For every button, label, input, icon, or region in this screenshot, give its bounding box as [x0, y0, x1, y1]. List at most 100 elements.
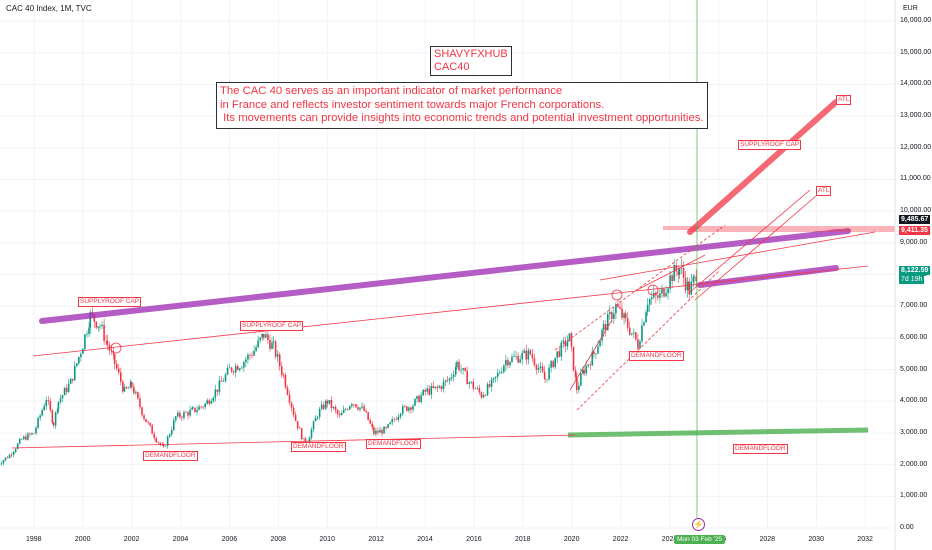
candle-body [73, 365, 76, 381]
candle-body [322, 404, 325, 409]
time-tick-label: 2030 [808, 536, 824, 543]
candle-body [558, 351, 561, 357]
atl-projection-thick[interactable] [687, 99, 839, 235]
candle-body [271, 342, 273, 349]
highlight-circle[interactable] [110, 342, 122, 354]
channel-lower[interactable] [576, 269, 721, 411]
candle-body [241, 367, 243, 369]
candle-body [18, 438, 21, 444]
candle-body [187, 412, 189, 416]
candle-body [206, 400, 208, 404]
candle-body [302, 438, 305, 440]
price-tick-label: 4,000.00 [900, 397, 928, 405]
demand-tag[interactable]: DEMANDFLOOR [366, 439, 421, 449]
atl-projection-thin[interactable] [694, 195, 817, 301]
candle-body [613, 313, 615, 319]
candle-body [574, 370, 577, 378]
candle-body [49, 401, 52, 411]
candle-body [410, 407, 412, 410]
candle-body [265, 334, 267, 338]
candle-body [513, 356, 515, 357]
demand-tag[interactable]: DEMANDFLOOR [143, 451, 198, 461]
candle-body [593, 351, 595, 355]
brand-box[interactable]: SHAVYFXHUB CAC40 [430, 46, 512, 76]
time-tick-label: 2014 [417, 536, 433, 543]
highlight-circle[interactable] [647, 284, 659, 296]
candle-body [418, 395, 420, 403]
atl-tag[interactable]: ATL [816, 186, 832, 196]
long-support-line[interactable] [11, 434, 576, 449]
candle-body [170, 430, 173, 435]
price-tick-label: 14,000.00 [900, 80, 932, 88]
candle-body [340, 412, 343, 416]
candle-body [367, 412, 369, 421]
atl-tag[interactable]: ATL [836, 95, 852, 105]
mid-trend-line[interactable] [32, 265, 869, 357]
time-tick-label: 2024 [661, 536, 678, 543]
candle-body [179, 412, 181, 417]
candle-body [637, 339, 639, 349]
candle-body [183, 412, 185, 418]
candle-body [47, 400, 50, 402]
highlight-circle[interactable] [611, 289, 623, 301]
candle-body [8, 454, 11, 459]
note-box[interactable]: The CAC 40 serves as an important indica… [216, 82, 708, 129]
candle-body [680, 267, 683, 269]
candle-body [426, 388, 429, 392]
candle-body [430, 386, 433, 395]
candle-body [25, 436, 27, 440]
demand-tag[interactable]: DEMANDFLOOR [291, 442, 346, 452]
upper-trend-line[interactable] [599, 231, 876, 281]
candle-body [397, 416, 400, 420]
candle-body [575, 377, 578, 391]
candle-body [4, 457, 7, 461]
demand-tag[interactable]: DEMANDFLOOR [629, 351, 684, 361]
demand-tag[interactable]: DEMANDFLOOR [733, 444, 788, 454]
price-tick-label: 12,000.00 [900, 143, 932, 151]
candle-body [298, 428, 301, 429]
candle-body [139, 398, 141, 408]
candle-body [232, 371, 235, 373]
price-label-level-1: 9,485.67 [899, 215, 931, 224]
candle-body [692, 277, 695, 282]
candle-body [82, 348, 84, 354]
supply-tag[interactable]: SUPPLYROOF CAP [78, 297, 142, 307]
channel-upper-ext[interactable] [636, 254, 706, 291]
candle-body [606, 314, 609, 331]
candle-body [436, 386, 439, 388]
candle-body [324, 400, 327, 409]
candle-body [452, 374, 455, 377]
candle-body [484, 395, 487, 396]
lightning-icon[interactable]: ⚡ [692, 518, 705, 531]
candle-body [682, 267, 685, 278]
candle-body [133, 386, 135, 394]
candle-body [106, 341, 109, 345]
channel-mid[interactable] [569, 319, 613, 391]
candle-body [552, 361, 554, 368]
supply-zone-long[interactable] [39, 228, 851, 324]
candle-body [218, 380, 221, 392]
atl-projection-thin-2[interactable] [689, 189, 811, 293]
candle-body [438, 386, 441, 388]
candle-body [546, 379, 548, 381]
supply-tag[interactable]: SUPPLYROOF CAP [738, 140, 802, 150]
candle-body [257, 340, 259, 348]
candle-body [222, 381, 225, 382]
price-tick-label: 5,000.00 [900, 365, 928, 373]
countdown-label: 7d 19h [899, 275, 925, 284]
candle-body [648, 299, 651, 305]
candle-body [521, 352, 523, 360]
candle-body [204, 403, 206, 408]
candle-body [591, 351, 594, 366]
candle-body [338, 413, 341, 416]
candle-body [282, 374, 285, 376]
demand-zone[interactable] [567, 427, 869, 438]
candle-body [525, 350, 528, 360]
candle-body [0, 463, 3, 465]
supply-tag[interactable]: SUPPLYROOF CAP [240, 321, 304, 331]
candle-body [597, 346, 599, 354]
candle-body [617, 304, 619, 308]
candle-body [509, 361, 511, 366]
candle-body [582, 370, 584, 374]
